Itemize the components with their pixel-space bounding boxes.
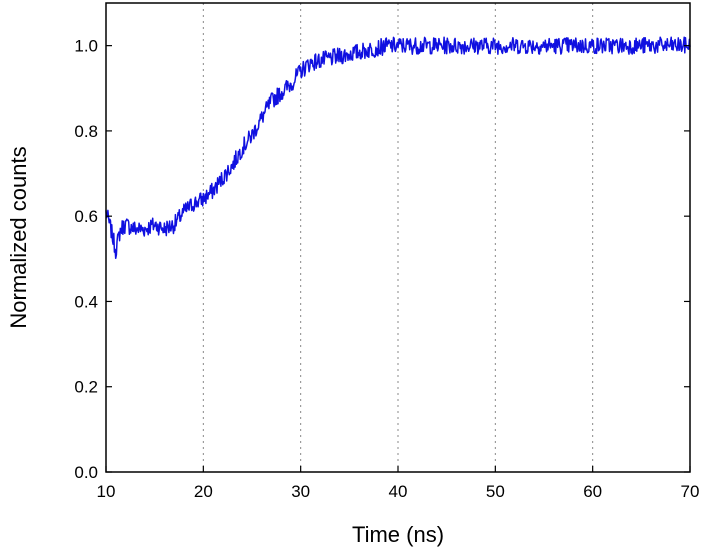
series-line xyxy=(105,36,691,260)
grid-lines xyxy=(202,3,594,472)
x-tick-label: 30 xyxy=(291,482,310,501)
axis-ticks: 10 20 30 40 50 60 70 0.0 0.2 0.4 0.6 0.8 1.0 xyxy=(74,37,699,501)
x-tick-label: 50 xyxy=(486,482,505,501)
y-tick-label: 0.2 xyxy=(74,378,98,397)
x-tick-label: 20 xyxy=(194,482,213,501)
x-axis-label: Time (ns) xyxy=(352,522,444,547)
y-tick-label: 1.0 xyxy=(74,37,98,56)
y-tick-label: 0.4 xyxy=(74,292,98,311)
x-tick-label: 60 xyxy=(583,482,602,501)
y-tick-label: 0.0 xyxy=(74,463,98,482)
x-tick-label: 70 xyxy=(681,482,700,501)
x-tick-label: 40 xyxy=(389,482,408,501)
y-tick-label: 0.8 xyxy=(74,122,98,141)
y-axis-label: Normalized counts xyxy=(6,146,31,328)
y-tick-label: 0.6 xyxy=(74,207,98,226)
x-tick-label: 10 xyxy=(97,482,116,501)
